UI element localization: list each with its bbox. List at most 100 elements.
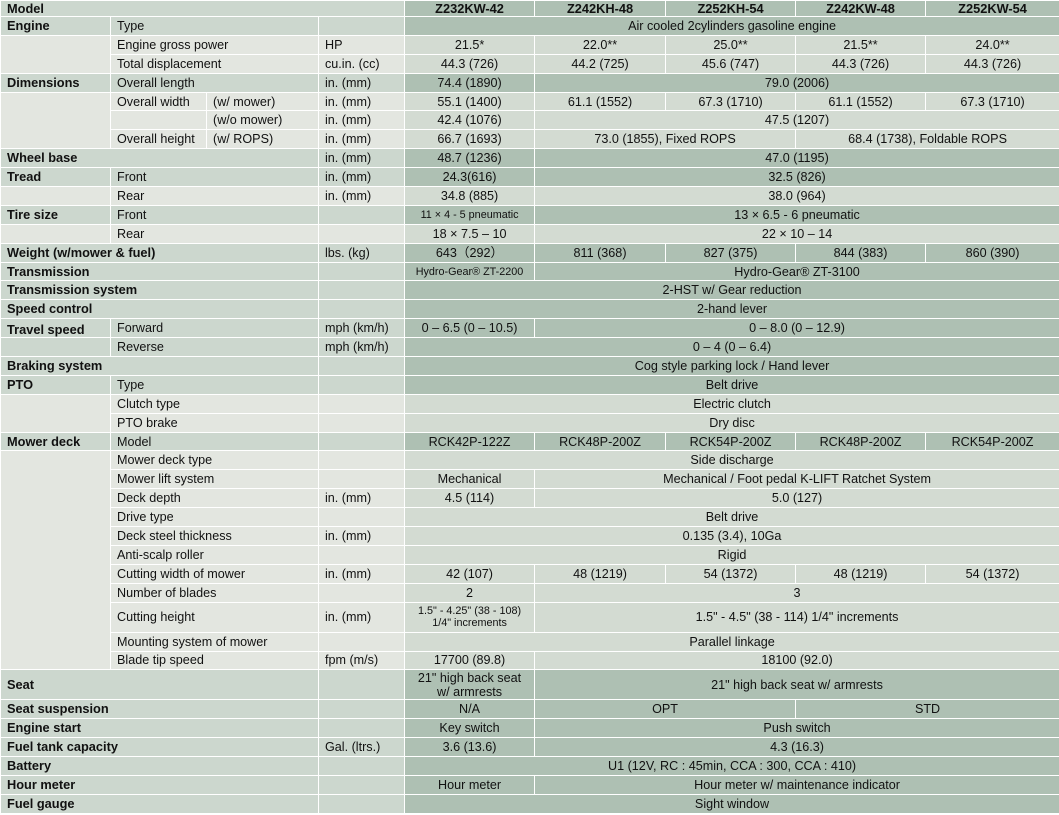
spec-value: 47.0 (1195) bbox=[534, 148, 1059, 169]
group-label: Dimensions bbox=[0, 72, 111, 93]
spec-value: Push switch bbox=[534, 718, 1059, 739]
spec-value: 0 – 6.5 (0 – 10.5) bbox=[404, 318, 536, 339]
spec-row: Mower deck Model RCK42P-122Z RCK48P-200Z RCK… bbox=[0, 431, 1059, 452]
group-label: Seat suspension bbox=[0, 699, 319, 720]
group-label: Wheel base bbox=[0, 148, 319, 169]
spec-value: Electric clutch bbox=[404, 393, 1059, 414]
spec-value: 2 bbox=[404, 582, 536, 603]
spec-label: Reverse bbox=[110, 337, 319, 358]
spec-label: Mower deck type bbox=[110, 450, 319, 471]
spec-value: 1.5" - 4.25" (38 - 108) 1/4" increments bbox=[404, 601, 536, 633]
spec-value: Hydro-Gear® ZT-3100 bbox=[534, 261, 1059, 282]
spec-row: Fuel gauge Sight window bbox=[0, 793, 1059, 814]
spec-value: 4.3 (16.3) bbox=[534, 737, 1059, 758]
spec-value: 4.5 (114) bbox=[404, 488, 536, 509]
unit-label bbox=[317, 450, 406, 471]
spec-value: 67.3 (1710) bbox=[925, 91, 1059, 112]
spec-value: 74.4 (1890) bbox=[404, 72, 536, 93]
spec-value: Belt drive bbox=[404, 374, 1059, 395]
unit-label bbox=[317, 544, 406, 565]
spec-row: Mounting system of mower Parallel linkage bbox=[0, 631, 1059, 652]
spec-value: N/A bbox=[404, 699, 536, 720]
model-header: Z232KW-42 bbox=[404, 0, 536, 17]
spec-value: Side discharge bbox=[404, 450, 1059, 471]
spec-value: 42 (107) bbox=[404, 563, 536, 584]
unit-label: in. (mm) bbox=[317, 167, 406, 188]
spec-row: Engine start Key switch Push switch bbox=[0, 718, 1059, 739]
spec-row: Weight (w/mower & fuel) lbs. (kg) 643（292）… bbox=[0, 242, 1059, 263]
group-continuation bbox=[0, 110, 111, 130]
spec-row: Overall height (w/ ROPS) in. (mm) 66.7 (169… bbox=[0, 129, 1059, 150]
unit-label: fpm (m/s) bbox=[317, 650, 406, 671]
spec-label: Rear bbox=[110, 186, 319, 206]
spec-value: 24.0** bbox=[925, 34, 1059, 55]
spec-value: 811 (368) bbox=[534, 242, 667, 263]
spec-row: Mower deck type Side discharge bbox=[0, 450, 1059, 471]
group-label: Engine start bbox=[0, 718, 319, 739]
spec-label: Cutting width of mower bbox=[110, 563, 319, 584]
unit-label bbox=[317, 261, 406, 282]
spec-value: 44.3 (726) bbox=[404, 53, 536, 74]
spec-label: Mower lift system bbox=[110, 469, 319, 490]
group-label: Tire size bbox=[0, 204, 111, 225]
group-continuation bbox=[0, 129, 111, 149]
spec-value: Hydro-Gear® ZT-2200 bbox=[404, 261, 536, 282]
spec-value: 21" high back seat w/ armrests bbox=[404, 669, 536, 701]
spec-label: Cutting height bbox=[110, 601, 319, 633]
unit-label bbox=[317, 393, 406, 414]
unit-label bbox=[317, 204, 406, 225]
unit-label bbox=[317, 631, 406, 652]
unit-label bbox=[317, 299, 406, 320]
unit-label bbox=[317, 374, 406, 395]
unit-label: in. (mm) bbox=[317, 601, 406, 633]
spec-label-continuation bbox=[110, 110, 207, 131]
spec-sublabel: (w/ ROPS) bbox=[206, 129, 319, 150]
spec-row: Dimensions Overall length in. (mm) 74.4 (18… bbox=[0, 72, 1059, 93]
spec-row: Number of blades 2 3 bbox=[0, 582, 1059, 603]
group-continuation bbox=[0, 450, 111, 470]
unit-label: mph (km/h) bbox=[317, 318, 406, 339]
spec-label: Type bbox=[110, 374, 319, 395]
unit-label bbox=[317, 223, 406, 244]
spec-value: 34.8 (885) bbox=[404, 186, 536, 206]
unit-label: in. (mm) bbox=[317, 488, 406, 509]
spec-row: Seat suspension N/A OPT STD bbox=[0, 699, 1059, 720]
spec-row: Transmission Hydro-Gear® ZT-2200 Hydro-Gea… bbox=[0, 261, 1059, 282]
spec-row: Blade tip speed fpm (m/s) 17700 (89.8) 1810… bbox=[0, 650, 1059, 671]
spec-row: Braking system Cog style parking lock / H… bbox=[0, 356, 1059, 376]
spec-value: 61.1 (1552) bbox=[795, 91, 927, 112]
group-continuation bbox=[0, 413, 111, 433]
unit-label: in. (mm) bbox=[317, 186, 406, 206]
spec-value: 5.0 (127) bbox=[534, 488, 1059, 509]
spec-value: Air cooled 2cylinders gasoline engine bbox=[404, 16, 1059, 36]
group-label: Engine bbox=[0, 16, 111, 36]
group-continuation bbox=[0, 54, 111, 74]
unit-label: in. (mm) bbox=[317, 563, 406, 584]
spec-value: 643（292） bbox=[404, 242, 536, 263]
unit-label: in. (mm) bbox=[317, 148, 406, 169]
spec-label: Model bbox=[110, 431, 319, 452]
spec-row: PTO Type Belt drive bbox=[0, 374, 1059, 395]
spec-row: Wheel base in. (mm) 48.7 (1236) 47.0 (1195) bbox=[0, 148, 1059, 169]
group-continuation bbox=[0, 632, 111, 651]
spec-value: 48 (1219) bbox=[534, 563, 667, 584]
group-continuation bbox=[0, 488, 111, 508]
spec-value: RCK48P-200Z bbox=[534, 431, 667, 452]
spec-value: 24.3(616) bbox=[404, 167, 536, 188]
spec-row: Cutting height in. (mm) 1.5" - 4.25" (38 -… bbox=[0, 601, 1059, 633]
spec-label: Rear bbox=[110, 223, 319, 244]
spec-value: 18100 (92.0) bbox=[534, 650, 1059, 671]
group-label: Battery bbox=[0, 756, 319, 776]
spec-value: 79.0 (2006) bbox=[534, 72, 1059, 93]
group-continuation bbox=[0, 526, 111, 546]
group-continuation bbox=[0, 35, 111, 55]
spec-value: Mechanical / Foot pedal K-LIFT Ratchet S… bbox=[534, 469, 1059, 490]
group-continuation bbox=[0, 507, 111, 527]
spec-row: Rear in. (mm) 34.8 (885) 38.0 (964) bbox=[0, 186, 1059, 206]
spec-value: 0 – 8.0 (0 – 12.9) bbox=[534, 318, 1059, 339]
spec-value: 860 (390) bbox=[925, 242, 1059, 263]
spec-value: 25.0** bbox=[665, 34, 797, 55]
spec-value: 42.4 (1076) bbox=[404, 110, 536, 131]
unit-label bbox=[317, 718, 406, 739]
